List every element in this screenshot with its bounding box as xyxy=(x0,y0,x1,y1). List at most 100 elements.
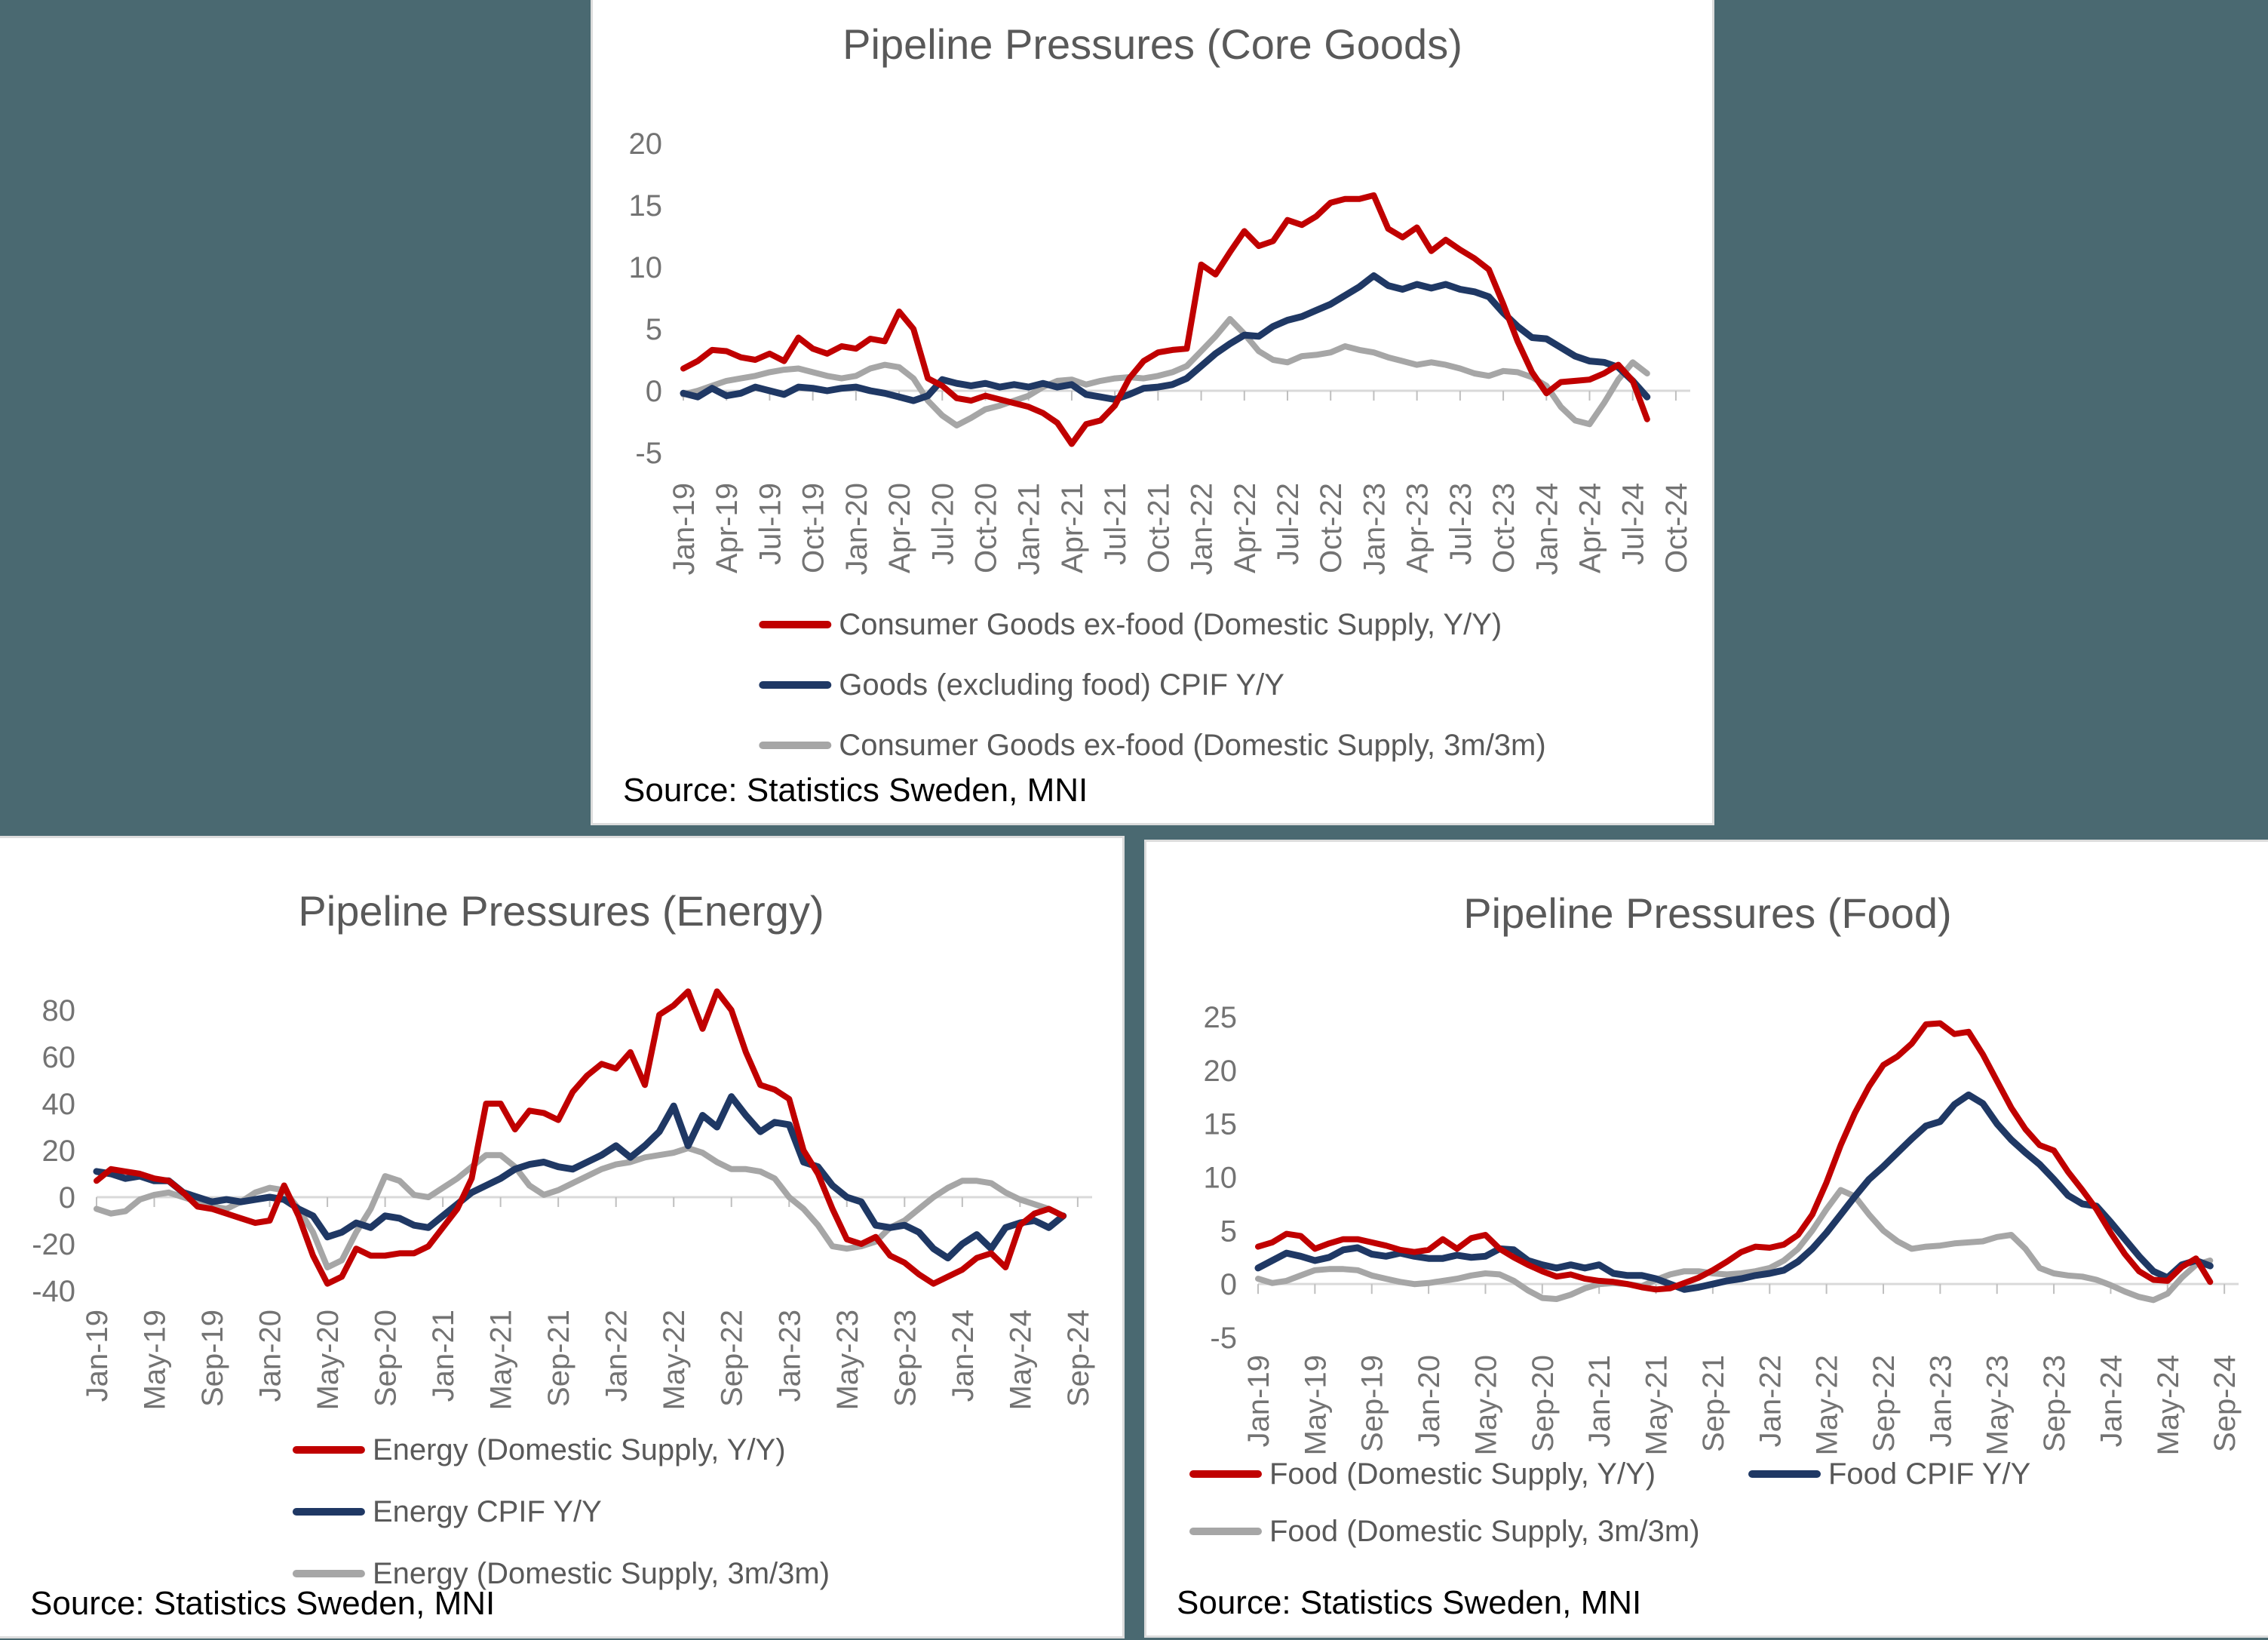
svg-text:Sep-23: Sep-23 xyxy=(2038,1355,2071,1452)
legend-label: Food (Domestic Supply, Y/Y) xyxy=(1269,1457,1656,1491)
svg-text:Jan-20: Jan-20 xyxy=(840,483,873,575)
x-axis-labels: Jan-19 May-19 Sep-19 Jan-20 May-20 Sep-20 Jan-… xyxy=(1242,1355,2242,1455)
series-line-0 xyxy=(94,988,1066,1287)
legend-row: Energy (Domestic Supply, 3m/3m) xyxy=(292,1543,830,1605)
series-line-1 xyxy=(1254,1091,2214,1293)
svg-text:80: 80 xyxy=(42,994,76,1027)
legend-swatch-icon xyxy=(292,1508,365,1516)
legend-label: Food CPIF Y/Y xyxy=(1828,1457,2031,1491)
svg-text:40: 40 xyxy=(42,1088,76,1121)
svg-text:-40: -40 xyxy=(32,1275,75,1308)
svg-text:May-23: May-23 xyxy=(831,1310,864,1410)
svg-text:Sep-20: Sep-20 xyxy=(1527,1355,1560,1452)
svg-text:Jul-19: Jul-19 xyxy=(753,483,787,565)
svg-text:May-21: May-21 xyxy=(1640,1355,1674,1455)
core-goods-chart-canvas: 20 15 10 5 0 -5 Jan-19 Apr-19 Jul-19 Oct-19 Jan-20… xyxy=(593,0,1712,823)
svg-text:20: 20 xyxy=(629,127,663,161)
svg-text:Jul-23: Jul-23 xyxy=(1444,483,1478,565)
series-line-0 xyxy=(1255,1020,2214,1293)
legend-item: Food CPIF Y/Y xyxy=(1748,1457,2030,1491)
svg-text:Sep-21: Sep-21 xyxy=(542,1310,575,1407)
svg-text:Jan-22: Jan-22 xyxy=(600,1310,634,1402)
energy-chart-canvas: 80 60 40 20 0 -20 -40 Jan-19 May-19 Sep-19 Jan-20 M… xyxy=(0,838,1122,1636)
svg-text:Jan-21: Jan-21 xyxy=(1013,483,1046,575)
series-line-1 xyxy=(93,1093,1067,1262)
legend-swatch-icon xyxy=(759,621,832,628)
series-line-2 xyxy=(1255,1187,2214,1304)
x-axis-tick-marks xyxy=(683,391,1677,401)
svg-text:0: 0 xyxy=(646,375,662,408)
core-goods-chart-title: Pipeline Pressures (Core Goods) xyxy=(842,20,1462,68)
legend-row: Consumer Goods ex-food (Domestic Supply,… xyxy=(759,594,1545,655)
svg-text:Sep-22: Sep-22 xyxy=(716,1310,749,1407)
svg-text:5: 5 xyxy=(1220,1215,1237,1248)
svg-text:Oct-22: Oct-22 xyxy=(1315,483,1348,573)
svg-text:Jul-20: Jul-20 xyxy=(926,483,959,565)
svg-text:Jan-23: Jan-23 xyxy=(1358,483,1391,575)
svg-text:10: 10 xyxy=(629,251,663,284)
legend-item: Consumer Goods ex-food (Domestic Supply,… xyxy=(759,728,1546,763)
series-line-1 xyxy=(680,272,1651,404)
svg-text:Sep-21: Sep-21 xyxy=(1697,1355,1730,1452)
x-axis-labels: Jan-19 May-19 Sep-19 Jan-20 May-20 Sep-20 Jan-… xyxy=(81,1310,1095,1410)
svg-text:15: 15 xyxy=(629,189,663,223)
svg-text:-5: -5 xyxy=(635,437,662,470)
legend-item: Goods (excluding food) CPIF Y/Y xyxy=(759,668,1284,702)
svg-text:Jan-19: Jan-19 xyxy=(81,1310,114,1402)
svg-text:Jan-20: Jan-20 xyxy=(1413,1355,1446,1447)
legend-row: Consumer Goods ex-food (Domestic Supply,… xyxy=(759,715,1546,775)
svg-text:Sep-20: Sep-20 xyxy=(370,1310,403,1407)
svg-text:May-20: May-20 xyxy=(1469,1355,1502,1455)
legend-label: Food (Domestic Supply, 3m/3m) xyxy=(1269,1514,1700,1548)
svg-text:Sep-24: Sep-24 xyxy=(2208,1355,2242,1452)
chart-panel-energy: 80 60 40 20 0 -20 -40 Jan-19 May-19 Sep-19 Jan-20 M… xyxy=(0,836,1125,1638)
svg-text:Jan-23: Jan-23 xyxy=(773,1310,806,1402)
chart-panel-core-goods: 20 15 10 5 0 -5 Jan-19 Apr-19 Jul-19 Oct-19 Jan-20… xyxy=(591,0,1714,825)
series-lines xyxy=(1254,1020,2214,1304)
svg-text:Oct-24: Oct-24 xyxy=(1660,483,1693,573)
svg-text:Apr-23: Apr-23 xyxy=(1401,483,1435,573)
series-lines xyxy=(680,192,1651,447)
svg-text:Sep-23: Sep-23 xyxy=(888,1310,922,1407)
series-lines xyxy=(93,988,1067,1287)
svg-text:Jan-24: Jan-24 xyxy=(1530,483,1564,575)
svg-text:60: 60 xyxy=(42,1041,76,1074)
svg-text:May-20: May-20 xyxy=(312,1310,345,1410)
svg-text:Jan-23: Jan-23 xyxy=(1924,1355,1957,1447)
energy-source-note: Source: Statistics Sweden, MNI xyxy=(30,1585,496,1622)
svg-text:Jan-20: Jan-20 xyxy=(254,1310,287,1402)
svg-text:May-23: May-23 xyxy=(1981,1355,2015,1455)
svg-text:20: 20 xyxy=(1204,1055,1238,1088)
x-axis-tick-marks xyxy=(1257,1284,2226,1294)
legend-item: Energy (Domestic Supply, Y/Y) xyxy=(292,1433,786,1467)
series-line-2 xyxy=(680,315,1650,428)
legend-item: Consumer Goods ex-food (Domestic Supply,… xyxy=(759,608,1502,642)
svg-text:-5: -5 xyxy=(1210,1322,1237,1355)
legend-row: Energy CPIF Y/Y xyxy=(292,1481,830,1543)
legend-row: Goods (excluding food) CPIF Y/Y xyxy=(759,655,1545,715)
x-axis-labels: Jan-19 Apr-19 Jul-19 Oct-19 Jan-20 Apr-20 Jul-… xyxy=(668,483,1693,575)
svg-text:Jul-22: Jul-22 xyxy=(1272,483,1305,565)
svg-text:May-22: May-22 xyxy=(658,1310,691,1410)
svg-text:May-21: May-21 xyxy=(485,1310,518,1410)
chart-panel-food: 25 20 15 10 5 0 -5 Jan-19 May-19 Sep-19 Jan-20 May-… xyxy=(1144,840,2268,1638)
series-line-2 xyxy=(94,1144,1066,1270)
svg-text:Jul-21: Jul-21 xyxy=(1099,483,1132,565)
legend-label: Goods (excluding food) CPIF Y/Y xyxy=(839,668,1284,702)
svg-text:0: 0 xyxy=(1220,1268,1237,1301)
svg-text:Jan-24: Jan-24 xyxy=(947,1310,980,1402)
svg-text:Apr-21: Apr-21 xyxy=(1056,483,1089,573)
legend-label: Energy CPIF Y/Y xyxy=(372,1494,602,1528)
legend-item: Energy CPIF Y/Y xyxy=(292,1494,602,1529)
legend-label: Consumer Goods ex-food (Domestic Supply,… xyxy=(839,728,1546,762)
legend-swatch-icon xyxy=(292,1446,365,1454)
svg-text:May-19: May-19 xyxy=(1299,1355,1332,1455)
legend-swatch-icon xyxy=(759,681,832,689)
svg-text:Sep-22: Sep-22 xyxy=(1867,1355,1901,1452)
svg-text:0: 0 xyxy=(59,1181,75,1215)
svg-text:May-22: May-22 xyxy=(1811,1355,1844,1455)
energy-chart-title: Pipeline Pressures (Energy) xyxy=(298,887,824,935)
svg-text:Sep-19: Sep-19 xyxy=(1356,1355,1389,1452)
legend-swatch-icon xyxy=(759,742,832,749)
svg-text:20: 20 xyxy=(42,1135,76,1168)
